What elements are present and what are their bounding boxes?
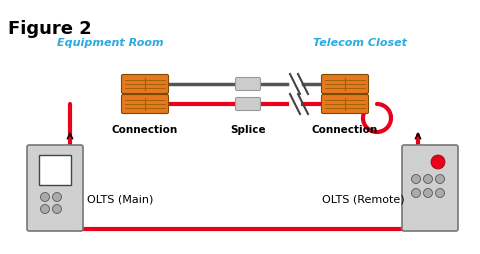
Bar	[39, 155, 71, 185]
FancyBboxPatch shape	[121, 95, 168, 114]
Circle shape	[423, 175, 432, 184]
Text: Connection: Connection	[112, 124, 178, 134]
Text: OLTS (Remote): OLTS (Remote)	[322, 194, 405, 204]
FancyBboxPatch shape	[402, 146, 458, 231]
FancyBboxPatch shape	[27, 146, 83, 231]
FancyBboxPatch shape	[121, 75, 168, 94]
Text: Telecom Closet: Telecom Closet	[313, 38, 407, 48]
Circle shape	[52, 205, 61, 214]
Circle shape	[431, 155, 445, 169]
Text: Connection: Connection	[312, 124, 378, 134]
Text: Figure 2: Figure 2	[8, 20, 92, 38]
Circle shape	[435, 175, 444, 184]
Text: Splice: Splice	[230, 124, 266, 134]
FancyBboxPatch shape	[322, 75, 369, 94]
FancyBboxPatch shape	[236, 78, 261, 91]
Circle shape	[40, 205, 49, 214]
FancyBboxPatch shape	[322, 95, 369, 114]
Circle shape	[40, 193, 49, 202]
Circle shape	[52, 193, 61, 202]
Circle shape	[423, 189, 432, 198]
Text: Equipment Room: Equipment Room	[57, 38, 163, 48]
Circle shape	[411, 189, 420, 198]
Circle shape	[435, 189, 444, 198]
FancyBboxPatch shape	[236, 98, 261, 111]
Circle shape	[411, 175, 420, 184]
Text: OLTS (Main): OLTS (Main)	[87, 194, 154, 204]
